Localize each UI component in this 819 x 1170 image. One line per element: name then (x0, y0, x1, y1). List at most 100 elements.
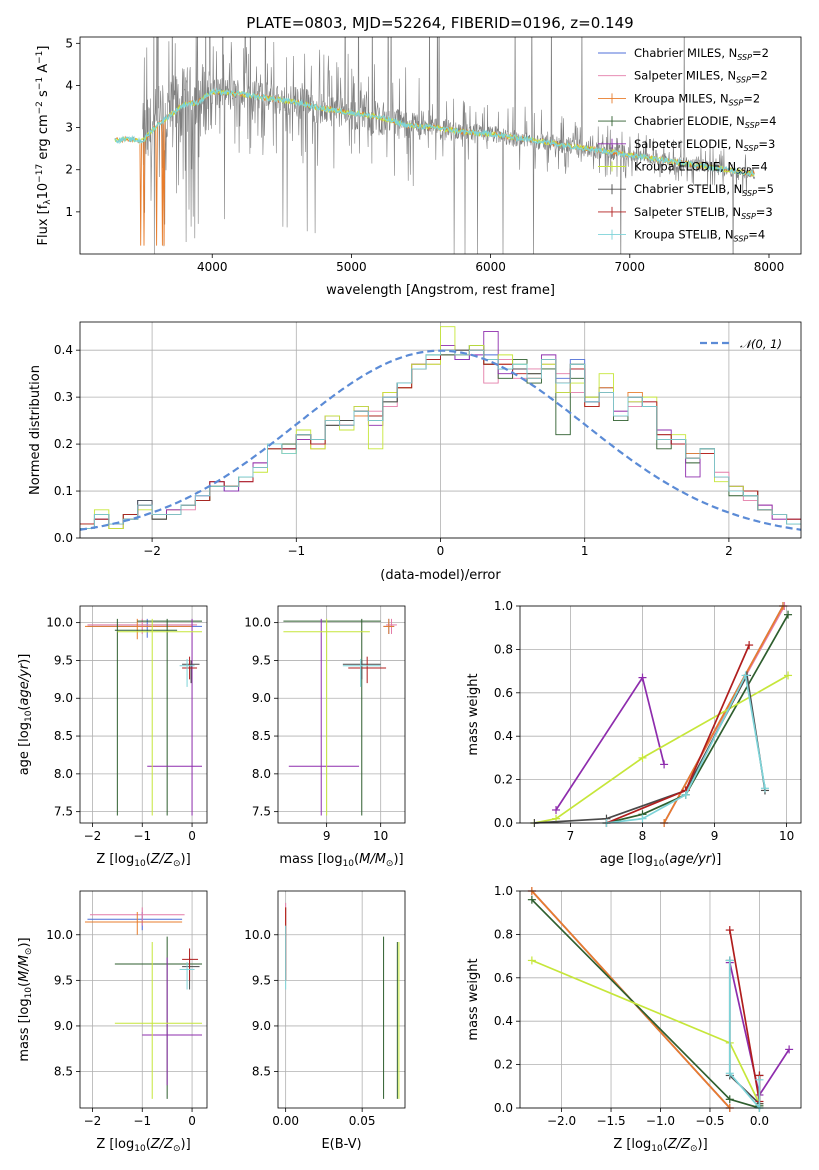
axes-frame (277, 890, 406, 1109)
y-tick-label: 2 (65, 163, 73, 177)
legend-entry: Kroupa STELIB, NSSP=4 (634, 228, 765, 244)
y-tick-label: 8.0 (252, 767, 271, 781)
legend-entry: 𝒩(0, 1) (740, 337, 782, 351)
x-tick-label: 10 (373, 829, 388, 843)
y-tick-label: 10.0 (46, 616, 73, 630)
series-line-chabrier_elodie (531, 899, 761, 1110)
y-tick-label: 0.4 (54, 343, 73, 357)
legend-entry: Salpeter ELODIE, NSSP=3 (634, 137, 775, 153)
y-tick-label: 0.2 (494, 773, 513, 787)
y-tick-label: 0.0 (494, 1101, 513, 1115)
legend-entry: Chabrier MILES, NSSP=2 (634, 46, 769, 62)
x-tick-label: −2 (143, 544, 161, 558)
axes-frame (79, 605, 208, 824)
y-tick-label: 1.0 (494, 884, 513, 898)
y-tick-label: 5 (65, 36, 73, 50)
model-spectrum-line-kroupa_stelib (114, 87, 755, 177)
y-tick-label: 1 (65, 205, 73, 219)
x-axis-label: (data-model)/error (380, 568, 501, 583)
y-tick-label: 9.5 (54, 653, 73, 667)
y-tick-label: 0.6 (494, 971, 513, 985)
legend-entry: Kroupa MILES, NSSP=2 (634, 91, 760, 107)
y-tick-label: 9.5 (54, 973, 73, 987)
y-tick-label: 0.4 (494, 1014, 513, 1028)
x-tick-label: −2.0 (547, 1114, 576, 1128)
y-tick-label: 0.2 (54, 437, 73, 451)
series-line-salpeter_elodie (555, 675, 665, 811)
x-tick-label: 0 (188, 1114, 196, 1128)
x-axis-label: wavelength [Angstrom, rest frame] (326, 283, 555, 298)
axes-frame (79, 36, 802, 255)
axes-frame (519, 890, 802, 1109)
y-tick-label: 9.5 (252, 973, 271, 987)
x-tick-label: −0.5 (695, 1114, 724, 1128)
x-tick-label: 7000 (615, 260, 646, 274)
axes-spectrum: 4000 5000 6000 7000 8000 1 2 3 4 5 wavelength [Ang… (35, 36, 802, 298)
series-line-kroupa_elodie (534, 674, 789, 824)
x-tick-label: 1 (581, 544, 589, 558)
axes-mass_vs_Z: −2 −1 0 8.5 9.0 9.5 10.0 Z [log10(Z/Z⊙)] mass [l… (17, 890, 208, 1154)
x-tick-label: 2 (725, 544, 733, 558)
x-tick-label: 4000 (197, 260, 228, 274)
axes-residual_histogram: −2 −1 0 1 2 0.0 0.1 0.2 0.3 0.4 (data-model)/error… (28, 321, 802, 583)
axes-frame (79, 321, 802, 539)
x-tick-label: −1 (287, 544, 305, 558)
y-tick-label: 0.8 (494, 927, 513, 941)
y-tick-label: 0.0 (494, 816, 513, 830)
axes-mass_weight_vs_Z: −2.0 −1.5 −1.0 −0.5 0.0 0.0 0.2 0.4 0.6 0.8 1.0 Z [… (466, 884, 802, 1154)
y-tick-label: 8.5 (252, 729, 271, 743)
y-tick-label: 8.5 (54, 729, 73, 743)
y-tick-label: 9.0 (54, 691, 73, 705)
x-tick-label: −1 (133, 829, 151, 843)
y-axis-label: mass [log10(M/M⊙)] (17, 937, 34, 1061)
x-tick-label: −1 (133, 1114, 151, 1128)
x-tick-label: 9 (711, 829, 719, 843)
legend-entry: Salpeter MILES, NSSP=2 (634, 69, 768, 85)
y-tick-label: 1.0 (494, 599, 513, 613)
x-tick-label: 5000 (336, 260, 367, 274)
x-tick-label: −2 (84, 829, 102, 843)
x-tick-label: 10 (779, 829, 794, 843)
y-tick-label: 3 (65, 121, 73, 135)
series-line-salpeter_stelib (728, 929, 761, 1102)
x-tick-label: −2 (84, 1114, 102, 1128)
x-axis-label: Z [log10(Z/Z⊙)] (613, 1137, 707, 1154)
y-tick-label: 8.5 (252, 1065, 271, 1079)
y-axis-label: Flux [fλ10−17 erg cm−2 s−1 A−1] (35, 46, 53, 246)
axes-frame (79, 890, 208, 1109)
legend-entry: Chabrier STELIB, NSSP=5 (634, 182, 774, 198)
x-tick-label: 0.0 (750, 1114, 769, 1128)
legend-entry: Kroupa ELODIE, NSSP=4 (634, 160, 768, 176)
y-tick-label: 0.6 (494, 686, 513, 700)
legend-entry: Chabrier ELODIE, NSSP=4 (634, 114, 776, 130)
series-line-chabrier_stelib (534, 672, 766, 824)
x-tick-label: 8000 (754, 260, 785, 274)
x-axis-label: mass [log10(M/M⊙)] (279, 852, 403, 869)
y-tick-label: 9.0 (252, 691, 271, 705)
y-tick-label: 0.3 (54, 390, 73, 404)
x-axis-label: age [log10(age/yr)] (600, 852, 722, 869)
y-tick-label: 8.5 (54, 1065, 73, 1079)
y-tick-label: 0.4 (494, 729, 513, 743)
x-tick-label: 7 (567, 829, 575, 843)
x-axis-label: E(B-V) (321, 1137, 361, 1152)
series-line-kroupa_elodie (531, 959, 761, 1105)
y-tick-label: 4 (65, 78, 73, 92)
axes-frame (519, 605, 802, 824)
x-tick-label: 0 (188, 829, 196, 843)
y-tick-label: 9.0 (252, 1019, 271, 1033)
axes-age_vs_mass: 9 10 7.5 8.0 8.5 9.0 9.5 10.0 mass [log10(M/M⊙)] (244, 605, 406, 869)
y-tick-label: 0.8 (494, 642, 513, 656)
x-axis-label: Z [log10(Z/Z⊙)] (96, 852, 190, 869)
x-tick-label: −1.0 (646, 1114, 675, 1128)
y-tick-label: 0.1 (54, 484, 73, 498)
y-tick-label: 9.0 (54, 1019, 73, 1033)
axes-mass_weight_vs_age: 7 8 9 10 0.0 0.2 0.4 0.6 0.8 1.0 age [log10(age/yr… (466, 599, 802, 869)
y-tick-label: 7.5 (252, 805, 271, 819)
series-line-kroupa_stelib (728, 960, 761, 1111)
axes-frame (277, 605, 406, 824)
y-tick-label: 10.0 (46, 928, 73, 942)
y-tick-label: 10.0 (244, 616, 271, 630)
y-axis-label: Normed distribution (28, 365, 43, 495)
